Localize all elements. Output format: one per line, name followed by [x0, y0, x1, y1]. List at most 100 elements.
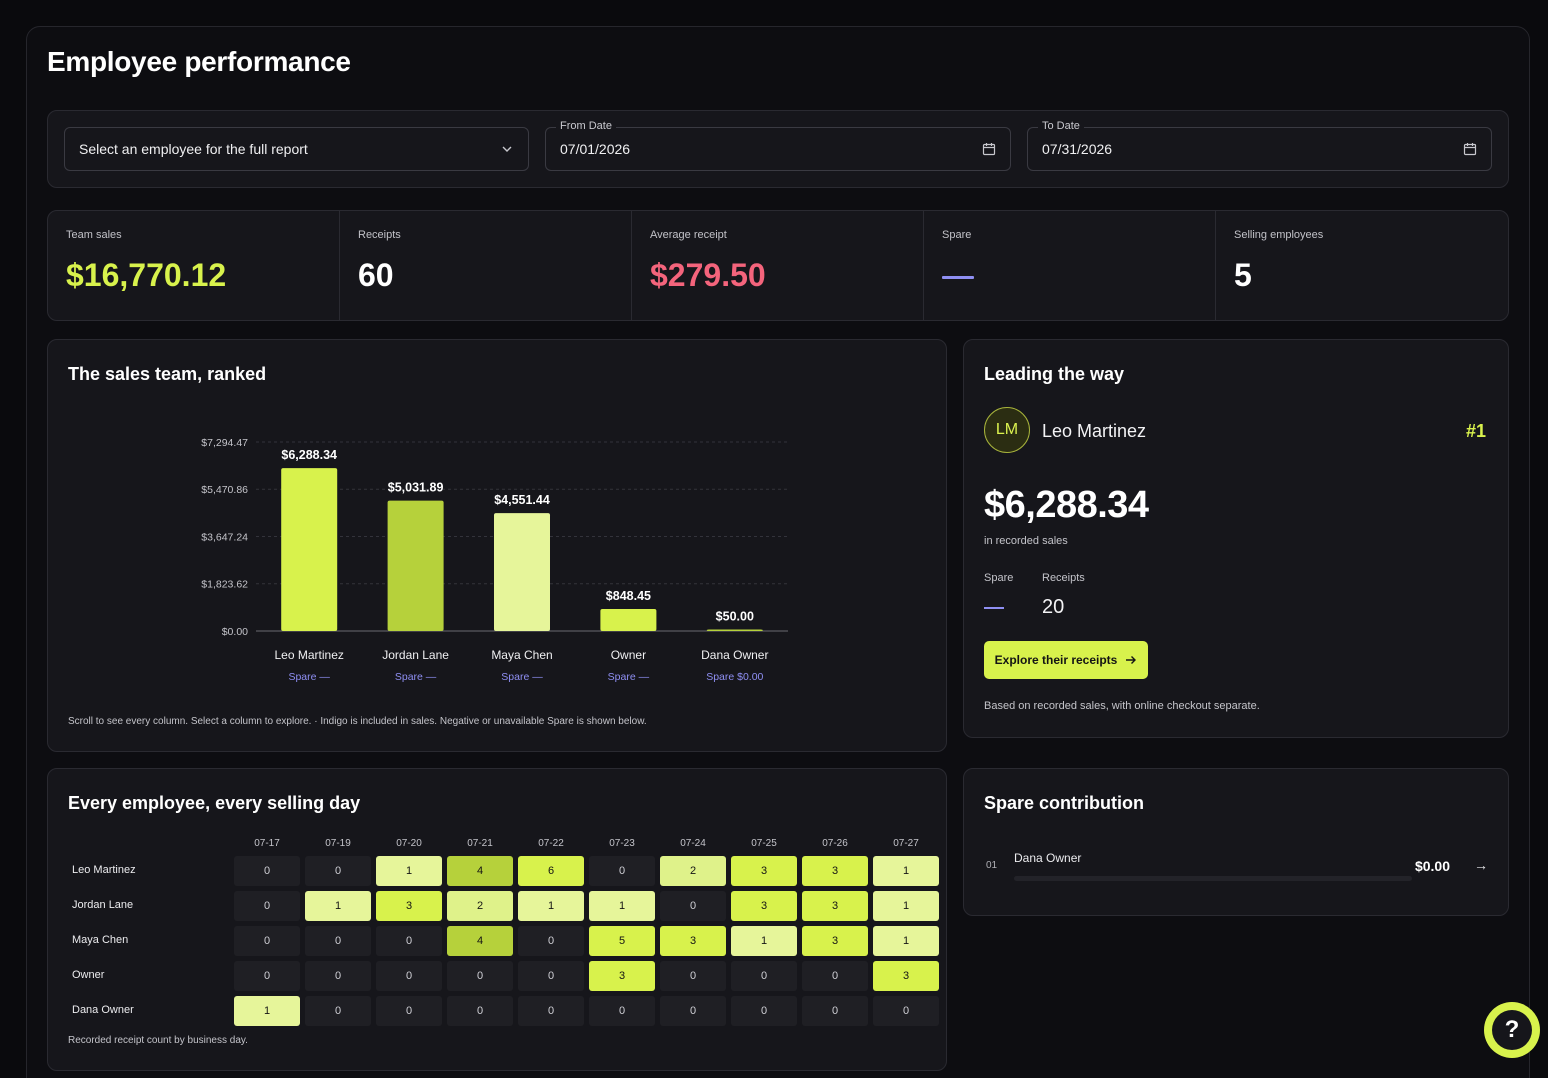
heatmap-cell[interactable]: 0	[660, 891, 726, 921]
heatmap-cell[interactable]: 3	[802, 891, 868, 921]
heatmap-cell[interactable]: 1	[873, 856, 939, 886]
heatmap-cell[interactable]: 0	[234, 961, 300, 991]
heatmap-cell[interactable]: 3	[589, 961, 655, 991]
empty-value-dash	[984, 607, 1004, 609]
heatmap-cell[interactable]: 5	[589, 926, 655, 956]
heatmap-cell[interactable]: 2	[660, 856, 726, 886]
calendar-icon[interactable]	[1463, 142, 1477, 156]
heatmap-cell[interactable]: 0	[660, 996, 726, 1026]
bar-value-label: $50.00	[716, 610, 754, 624]
heatmap-cell[interactable]: 3	[802, 926, 868, 956]
kpi-average-receipt: Average receipt $279.50	[632, 211, 924, 320]
filter-bar: Select an employee for the full report F…	[47, 110, 1509, 188]
heatmap-cell[interactable]: 3	[376, 891, 442, 921]
rank-badge: #1	[1465, 421, 1486, 441]
heatmap-cell[interactable]: 0	[447, 996, 513, 1026]
x-category-label: Maya Chen	[491, 648, 552, 662]
spare-label: Spare	[984, 572, 1014, 584]
from-date-value: 07/01/2026	[560, 141, 631, 157]
receipts-value: 20	[1042, 596, 1065, 618]
y-tick-label: $7,294.47	[201, 437, 248, 449]
chart-bar[interactable]	[387, 500, 444, 631]
heatmap-cell[interactable]: 3	[660, 926, 726, 956]
chart-bar[interactable]	[600, 609, 657, 631]
heatmap-cell[interactable]: 0	[518, 926, 584, 956]
from-date-field[interactable]: From Date 07/01/2026	[545, 120, 1011, 171]
heatmap-cell[interactable]: 0	[376, 996, 442, 1026]
heatmap-cell[interactable]: 3	[802, 856, 868, 886]
kpi-label: Selling employees	[1234, 229, 1324, 241]
heatmap-column-header: 07-26	[822, 838, 848, 849]
chart-bar[interactable]	[706, 629, 763, 632]
bar-value-label: $4,551.44	[494, 493, 550, 507]
heatmap-cell[interactable]: 3	[873, 961, 939, 991]
heatmap-cell[interactable]: 0	[305, 961, 371, 991]
heatmap-cell[interactable]: 0	[234, 856, 300, 886]
heatmap-cell[interactable]: 0	[873, 996, 939, 1026]
kpi-value: $279.50	[650, 257, 766, 293]
help-button[interactable]: ?	[1484, 1002, 1540, 1058]
heatmap-column-header: 07-19	[325, 838, 351, 849]
arrow-right-icon[interactable]: →	[1474, 857, 1488, 873]
heatmap-cell[interactable]: 0	[518, 961, 584, 991]
heatmap-cell[interactable]: 1	[305, 891, 371, 921]
to-date-field[interactable]: To Date 07/31/2026	[1027, 120, 1492, 171]
chart-bar[interactable]	[494, 513, 550, 631]
heatmap-cell[interactable]: 0	[447, 961, 513, 991]
calendar-icon[interactable]	[982, 142, 996, 156]
heatmap-column-header: 07-27	[893, 838, 919, 849]
heatmap-cell[interactable]: 2	[447, 891, 513, 921]
heatmap-cell[interactable]: 0	[802, 996, 868, 1026]
y-tick-label: $0.00	[222, 626, 248, 638]
leader-name: Leo Martinez	[1042, 421, 1147, 441]
heatmap-cell[interactable]: 1	[234, 996, 300, 1026]
kpi-label: Spare	[942, 229, 972, 241]
heatmap-column-header: 07-22	[538, 838, 564, 849]
kpi-spare: Spare	[924, 211, 1216, 320]
heatmap-cell[interactable]: 0	[376, 961, 442, 991]
heatmap-cell[interactable]: 6	[518, 856, 584, 886]
button-label: Explore their receipts	[994, 653, 1118, 667]
kpi-selling-employees: Selling employees 5	[1216, 211, 1508, 320]
heatmap-cell[interactable]: 0	[589, 856, 655, 886]
heatmap-cell[interactable]: 1	[589, 891, 655, 921]
heatmap-cell[interactable]: 0	[731, 996, 797, 1026]
explore-receipts-button[interactable]: Explore their receipts	[984, 641, 1148, 679]
bar-sublabel: Spare $0.00	[706, 671, 763, 683]
leader-amount: $6,288.34	[984, 484, 1149, 526]
heatmap-cell[interactable]: 0	[305, 856, 371, 886]
leader-card: Leading the way LM Leo Martinez #1 $6,28…	[963, 339, 1509, 738]
heatmap-cell[interactable]: 1	[731, 926, 797, 956]
chart-bar[interactable]	[281, 468, 338, 631]
heatmap-cell[interactable]: 0	[234, 926, 300, 956]
heatmap-row-label: Jordan Lane	[72, 899, 134, 911]
contribution-bar	[1014, 876, 1412, 881]
employee-select[interactable]: Select an employee for the full report	[64, 127, 529, 171]
heatmap-cell[interactable]: 0	[731, 961, 797, 991]
heatmap-cell[interactable]: 0	[660, 961, 726, 991]
heatmap-cell[interactable]: 4	[447, 926, 513, 956]
heatmap-cell[interactable]: 3	[731, 856, 797, 886]
heatmap-row-label: Leo Martinez	[72, 864, 136, 876]
heatmap-cell[interactable]: 0	[589, 996, 655, 1026]
heatmap-cell[interactable]: 0	[802, 961, 868, 991]
heatmap-cell[interactable]: 0	[518, 996, 584, 1026]
heatmap-cell[interactable]: 4	[447, 856, 513, 886]
kpi-value: 60	[358, 257, 394, 293]
heatmap-cell[interactable]: 0	[234, 891, 300, 921]
heatmap-cell[interactable]: 1	[376, 856, 442, 886]
list-item-name[interactable]: Dana Owner	[1014, 851, 1082, 865]
heatmap-cell[interactable]: 0	[305, 926, 371, 956]
heatmap-cell[interactable]: 1	[518, 891, 584, 921]
heatmap-row-label: Dana Owner	[72, 1004, 134, 1016]
empty-value-dash	[942, 276, 974, 279]
heatmap-cell[interactable]: 0	[376, 926, 442, 956]
arrow-right-icon	[1126, 656, 1137, 664]
heatmap-cell[interactable]: 0	[305, 996, 371, 1026]
leader-footnote: Based on recorded sales, with online che…	[984, 700, 1260, 712]
heatmap-cell[interactable]: 1	[873, 891, 939, 921]
heatmap-cell[interactable]: 1	[873, 926, 939, 956]
kpi-label: Average receipt	[650, 229, 727, 241]
from-date-label: From Date	[556, 120, 616, 132]
heatmap-cell[interactable]: 3	[731, 891, 797, 921]
